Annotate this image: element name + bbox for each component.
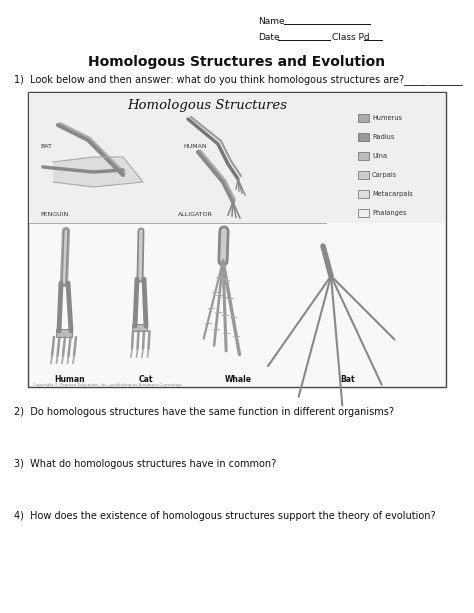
Bar [56,329,72,337]
Text: BAT: BAT [40,145,52,150]
Text: Class Pd: Class Pd [332,34,370,42]
Text: Ulna: Ulna [372,153,387,159]
Text: ALLIGATOR: ALLIGATOR [178,211,213,216]
Bar [28,92,446,387]
Bar [358,133,369,141]
Text: Date: Date [258,34,280,42]
Text: Humerus: Humerus [372,115,402,121]
Text: Name: Name [258,18,284,26]
Text: 1)  Look below and then answer: what do you think homologous structures are?____: 1) Look below and then answer: what do y… [14,75,463,85]
Text: HUMAN: HUMAN [183,145,207,150]
Bar [29,93,445,223]
Bar [358,171,369,179]
Polygon shape [53,157,143,187]
Text: Homologous Structures and Evolution: Homologous Structures and Evolution [89,55,385,69]
Bar [358,114,369,122]
Bar [358,190,369,198]
Text: PENGUIN: PENGUIN [40,211,68,216]
Text: Cat: Cat [139,375,153,384]
Text: Metacarpals: Metacarpals [372,191,413,197]
Bar [132,324,147,331]
Bar [358,152,369,160]
Text: 4)  How does the existence of homologous structures support the theory of evolut: 4) How does the existence of homologous … [14,511,436,521]
Bar [358,209,369,217]
Text: Whale: Whale [225,375,252,384]
Text: Carpals: Carpals [372,172,397,178]
Text: 2)  Do homologous structures have the same function in different organisms?: 2) Do homologous structures have the sam… [14,407,394,417]
Text: 3)  What do homologous structures have in common?: 3) What do homologous structures have in… [14,459,276,469]
Text: Bat: Bat [341,375,356,384]
Text: Radius: Radius [372,134,394,140]
Text: Phalanges: Phalanges [372,210,407,216]
Text: Homologous Structures: Homologous Structures [127,99,287,113]
Text: Copyright © Pearson Education, Inc., publishing as Benjamin Cummings: Copyright © Pearson Education, Inc., pub… [33,383,182,387]
Text: Human: Human [55,375,85,384]
